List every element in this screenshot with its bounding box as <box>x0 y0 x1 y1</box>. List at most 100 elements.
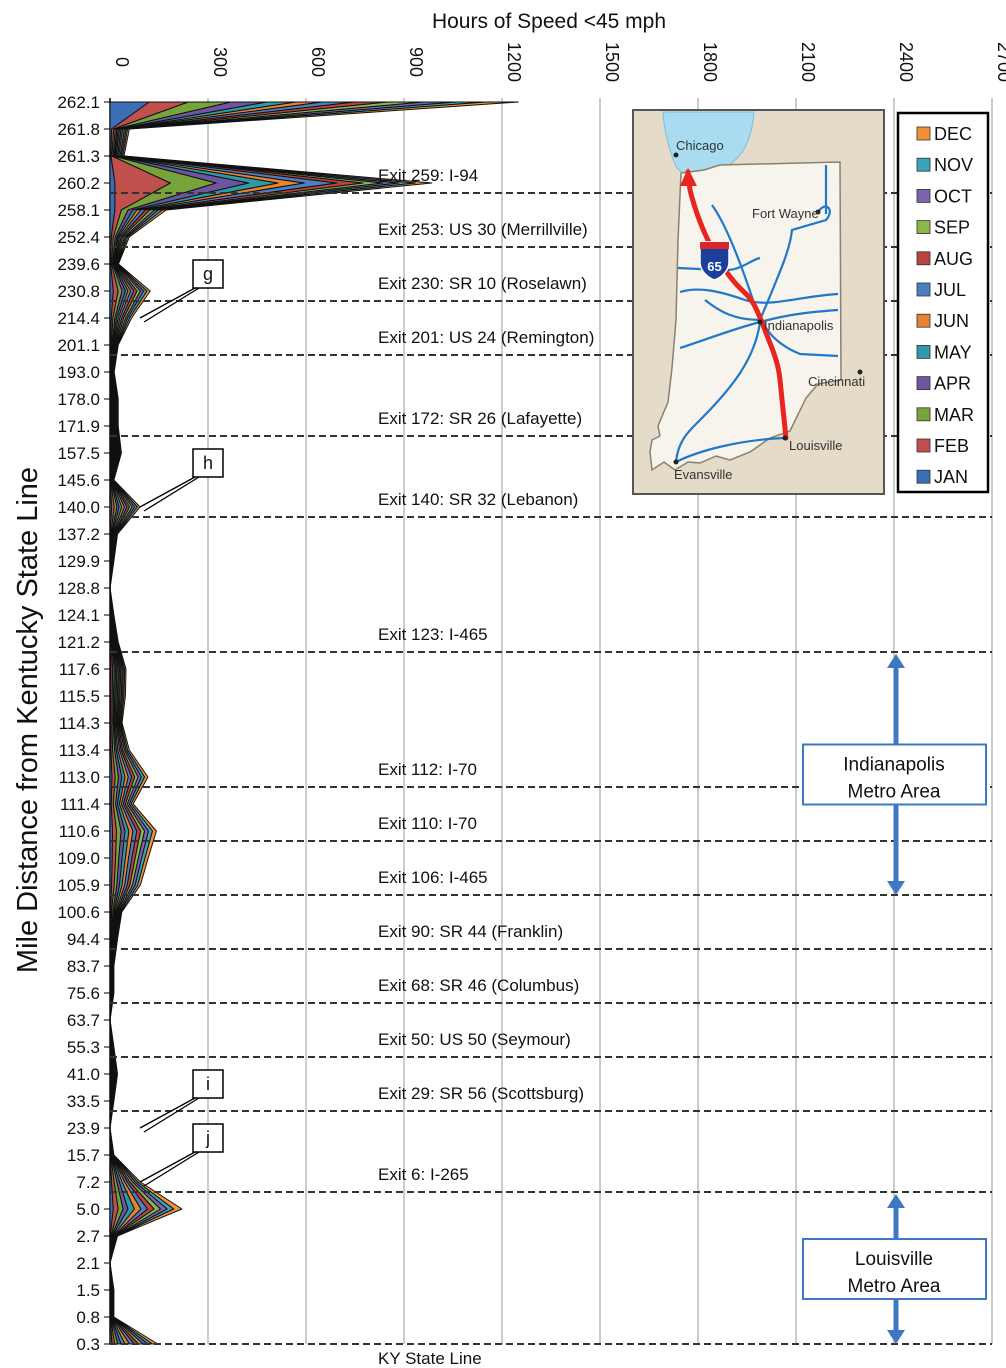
exit-label: Exit 201: US 24 (Remington) <box>378 328 594 347</box>
interstate-shield-number: 65 <box>707 259 721 274</box>
x-tick-label: 1500 <box>602 42 622 82</box>
y-tick-label: 252.4 <box>57 228 100 247</box>
metro-label-line2: Metro Area <box>848 1276 941 1297</box>
legend-label-nov: NOV <box>934 155 973 175</box>
legend-swatch-oct <box>916 188 931 203</box>
callout-label: h <box>203 453 213 473</box>
x-tick-labels: 0 300 600 900 1200 1500 1800 2100 2400 2700 <box>112 42 1006 82</box>
legend-swatch-mar <box>916 407 931 422</box>
y-tick-label: 113.4 <box>59 741 100 760</box>
y-tick-label: 55.3 <box>67 1038 100 1057</box>
y-tick-label: 109.0 <box>57 849 100 868</box>
legend-label-jun: JUN <box>934 311 969 331</box>
y-tick-label: 110.6 <box>59 822 100 841</box>
y-tick-label: 41.0 <box>67 1065 100 1084</box>
exit-label: Exit 259: I-94 <box>378 166 478 185</box>
x-tick-label: 300 <box>210 47 230 77</box>
y-tick-label: 140.0 <box>57 498 100 517</box>
x-tick-label: 2400 <box>896 42 916 82</box>
y-tick-label: 171.9 <box>57 417 100 436</box>
y-tick-label: 63.7 <box>67 1011 100 1030</box>
x-axis-title: Hours of Speed <45 mph <box>432 10 666 33</box>
exit-label: Exit 112: I-70 <box>378 760 477 779</box>
legend-swatch-jun <box>916 313 931 328</box>
legend-swatch-jul <box>916 282 931 297</box>
city-label: Indianapolis <box>764 318 834 333</box>
callout-box <box>192 1069 224 1099</box>
legend-swatch-sep <box>916 220 931 235</box>
y-tick-label: 5.0 <box>76 1200 100 1219</box>
legend-label-aug: AUG <box>934 249 973 269</box>
y-tick-label: 0.3 <box>76 1335 100 1354</box>
y-tick-label: 157.5 <box>57 444 100 463</box>
legend-label-apr: APR <box>934 374 971 394</box>
city-label: Evansville <box>674 467 733 482</box>
callout-label: j <box>205 1128 210 1148</box>
exit-label: Exit 6: I-265 <box>378 1165 469 1184</box>
exit-label: Exit 50: US 50 (Seymour) <box>378 1030 571 1049</box>
y-tick-label: 114.3 <box>59 714 100 733</box>
indiana-state-shape <box>649 161 842 472</box>
area-series-sep <box>109 101 425 1345</box>
legend-swatch-feb <box>916 438 931 453</box>
metro-arrow-down <box>887 881 905 895</box>
y-tick-label: 145.6 <box>57 471 100 490</box>
y-tick-label: 262.1 <box>57 93 100 112</box>
legend-swatch-may <box>916 344 931 359</box>
callout-leader <box>143 1151 200 1187</box>
area-series-dec <box>109 101 519 1345</box>
city-label: Fort Wayne <box>752 206 819 221</box>
y-tick-label: 261.8 <box>57 120 100 139</box>
exit-label: Exit 110: I-70 <box>378 814 477 833</box>
y-tick-label: 258.1 <box>57 201 100 220</box>
y-tick-label: 178.0 <box>57 390 100 409</box>
y-tick-label: 75.6 <box>67 984 100 1003</box>
y-tick-label: 201.1 <box>57 336 100 355</box>
y-tick-label: 94.4 <box>67 930 100 949</box>
y-tick-label: 230.8 <box>57 282 100 301</box>
y-tick-label: 121.2 <box>57 633 100 652</box>
legend-label-may: MAY <box>934 342 972 362</box>
legend-swatch-aug <box>916 251 931 266</box>
y-tick-label: 129.9 <box>57 552 100 571</box>
callout-label: g <box>203 264 213 284</box>
legend-label-feb: FEB <box>934 436 969 456</box>
exit-label: Exit 106: I-465 <box>378 868 488 887</box>
y-tick-label: 1.5 <box>76 1281 100 1300</box>
x-tick-label: 1800 <box>700 42 720 82</box>
callout-box <box>192 1123 224 1153</box>
metro-arrow-up <box>887 654 905 668</box>
area-series-aug <box>109 101 389 1345</box>
legend-label-oct: OCT <box>934 186 972 206</box>
callout-leader <box>143 476 200 512</box>
y-tick-label: 128.8 <box>57 579 100 598</box>
y-tick-label: 2.1 <box>76 1254 100 1273</box>
y-tick-label: 33.5 <box>67 1092 100 1111</box>
callout-leader <box>139 1151 196 1183</box>
callout-box <box>192 448 224 478</box>
metro-arrow-up <box>887 1194 905 1208</box>
y-axis-title: Mile Distance from Kentucky State Line <box>12 467 44 973</box>
legend: DEC NOV OCT SEP AUG JUL JUN MAY APR MAR FEB JAN <box>916 124 974 487</box>
y-tick-label: 124.1 <box>57 606 100 625</box>
highway-network <box>674 165 839 463</box>
y-tick-label: 105.9 <box>57 876 100 895</box>
metro-label-line1: Indianapolis <box>843 755 944 776</box>
callout-leader <box>143 287 200 323</box>
y-tick-label: 0.8 <box>76 1308 100 1327</box>
x-tick-label: 900 <box>406 47 426 77</box>
y-tick-label: 7.2 <box>76 1173 100 1192</box>
legend-swatch-nov <box>916 157 931 172</box>
legend-swatch-dec <box>916 126 931 141</box>
metro-label-line2: Metro Area <box>848 782 941 803</box>
callout-label: i <box>206 1074 210 1094</box>
exit-label: Exit 68: SR 46 (Columbus) <box>378 976 579 995</box>
y-tick-label: 214.4 <box>57 309 100 328</box>
metro-arrow-down <box>887 1330 905 1344</box>
legend-label-dec: DEC <box>934 124 972 144</box>
callout-leader <box>143 1097 200 1133</box>
callout-leader <box>139 1097 196 1129</box>
x-tick-label: 600 <box>308 47 328 77</box>
x-tick-label: 0 <box>112 57 132 67</box>
exit-reference-lines: Exit 259: I-94 Exit 253: US 30 (Merrillvi… <box>110 166 992 1368</box>
